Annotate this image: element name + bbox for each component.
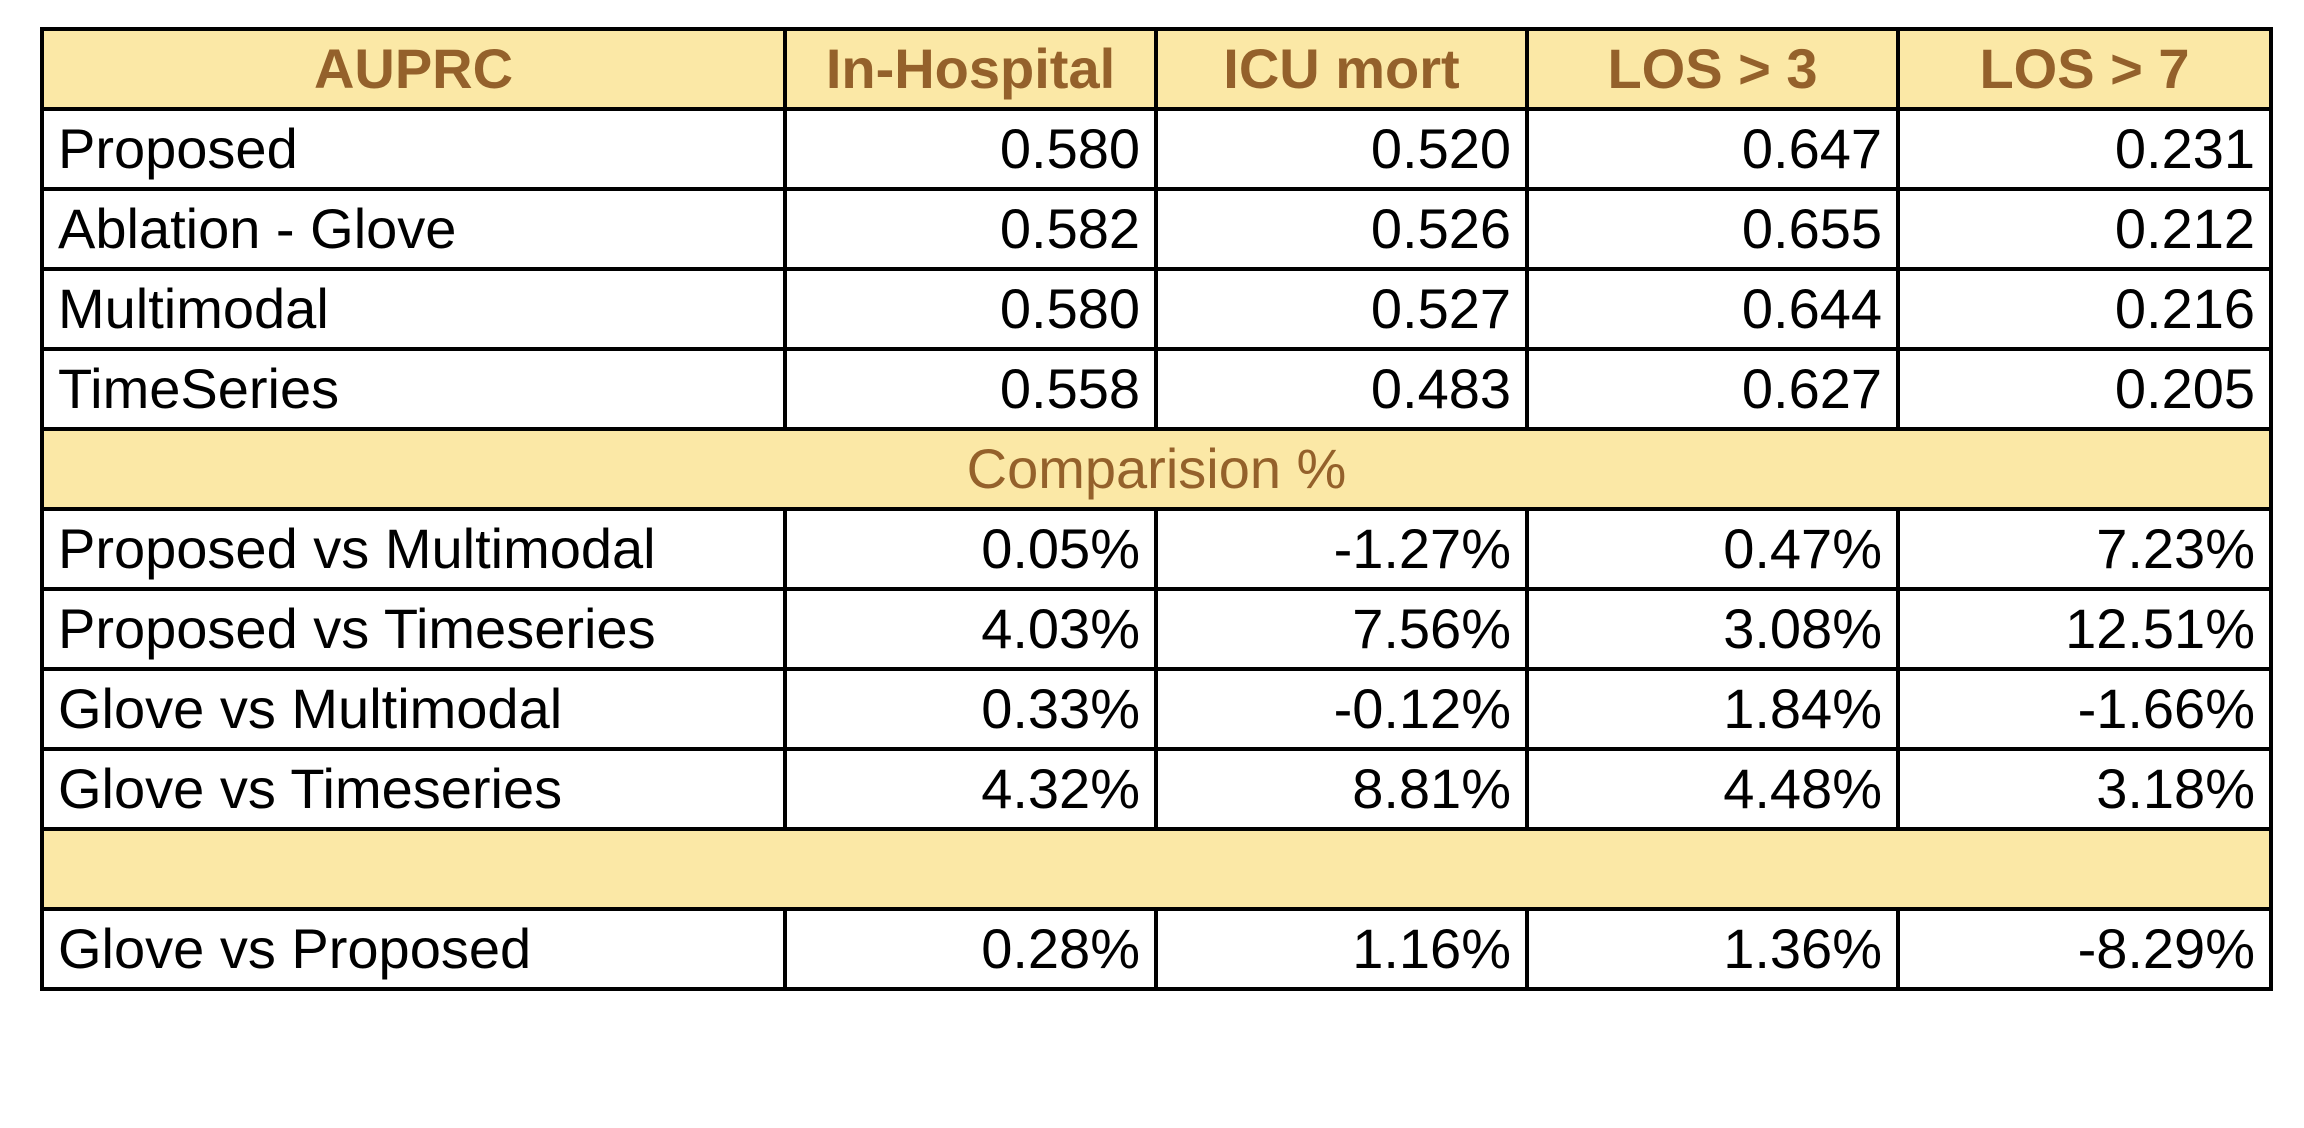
cell-los-gt-3: 3.08%: [1525, 587, 1900, 671]
comparison-band-row: Comparision %: [40, 427, 2273, 511]
cell-los-gt-7: 7.23%: [1896, 507, 2273, 591]
table-header: AUPRC In-Hospital ICU mort LOS > 3 LOS >…: [40, 27, 2273, 111]
table-body: Proposed 0.580 0.520 0.647 0.231 Ablatio…: [40, 107, 2273, 991]
cell-los-gt-7: 0.212: [1896, 187, 2273, 271]
header-in-hospital: In-Hospital: [783, 27, 1158, 111]
cell-in-hospital: 0.33%: [783, 667, 1158, 751]
table-row-glove-vs-multimodal: Glove vs Multimodal 0.33% -0.12% 1.84% -…: [40, 667, 2273, 751]
row-label: TimeSeries: [40, 347, 787, 431]
cell-los-gt-3: 0.627: [1525, 347, 1900, 431]
header-icu-mort: ICU mort: [1154, 27, 1529, 111]
row-label: Proposed: [40, 107, 787, 191]
row-label: Proposed vs Timeseries: [40, 587, 787, 671]
cell-los-gt-3: 0.644: [1525, 267, 1900, 351]
cell-icu-mort: 1.16%: [1154, 907, 1529, 991]
cell-icu-mort: -1.27%: [1154, 507, 1529, 591]
cell-los-gt-7: 3.18%: [1896, 747, 2273, 831]
cell-in-hospital: 4.03%: [783, 587, 1158, 671]
row-label: Glove vs Multimodal: [40, 667, 787, 751]
cell-los-gt-3: 1.84%: [1525, 667, 1900, 751]
table-row-timeseries: TimeSeries 0.558 0.483 0.627 0.205: [40, 347, 2273, 431]
cell-in-hospital: 0.580: [783, 107, 1158, 191]
cell-los-gt-3: 0.655: [1525, 187, 1900, 271]
table-row-glove-vs-proposed: Glove vs Proposed 0.28% 1.16% 1.36% -8.2…: [40, 907, 2273, 991]
cell-los-gt-7: 0.231: [1896, 107, 2273, 191]
cell-los-gt-7: 0.205: [1896, 347, 2273, 431]
cell-los-gt-7: 0.216: [1896, 267, 2273, 351]
cell-los-gt-7: -8.29%: [1896, 907, 2273, 991]
cell-icu-mort: 8.81%: [1154, 747, 1529, 831]
cell-in-hospital: 0.28%: [783, 907, 1158, 991]
separator-band: [40, 827, 2273, 911]
table-row-proposed: Proposed 0.580 0.520 0.647 0.231: [40, 107, 2273, 191]
cell-in-hospital: 4.32%: [783, 747, 1158, 831]
comparison-title: Comparision %: [40, 427, 2273, 511]
cell-los-gt-3: 4.48%: [1525, 747, 1900, 831]
cell-icu-mort: -0.12%: [1154, 667, 1529, 751]
cell-icu-mort: 7.56%: [1154, 587, 1529, 671]
cell-los-gt-3: 0.647: [1525, 107, 1900, 191]
row-label: Proposed vs Multimodal: [40, 507, 787, 591]
cell-los-gt-7: -1.66%: [1896, 667, 2273, 751]
header-los-gt-3: LOS > 3: [1525, 27, 1900, 111]
table-row-proposed-vs-timeseries: Proposed vs Timeseries 4.03% 7.56% 3.08%…: [40, 587, 2273, 671]
table-row-glove-vs-timeseries: Glove vs Timeseries 4.32% 8.81% 4.48% 3.…: [40, 747, 2273, 831]
row-label: Glove vs Proposed: [40, 907, 787, 991]
cell-los-gt-3: 0.47%: [1525, 507, 1900, 591]
cell-icu-mort: 0.483: [1154, 347, 1529, 431]
row-label: Glove vs Timeseries: [40, 747, 787, 831]
row-label: Ablation - Glove: [40, 187, 787, 271]
auprc-table: AUPRC In-Hospital ICU mort LOS > 3 LOS >…: [40, 27, 2273, 991]
cell-in-hospital: 0.580: [783, 267, 1158, 351]
cell-in-hospital: 0.558: [783, 347, 1158, 431]
cell-icu-mort: 0.520: [1154, 107, 1529, 191]
cell-icu-mort: 0.527: [1154, 267, 1529, 351]
table-row-ablation-glove: Ablation - Glove 0.582 0.526 0.655 0.212: [40, 187, 2273, 271]
cell-in-hospital: 0.05%: [783, 507, 1158, 591]
header-auprc: AUPRC: [40, 27, 787, 111]
cell-los-gt-3: 1.36%: [1525, 907, 1900, 991]
row-label: Multimodal: [40, 267, 787, 351]
cell-in-hospital: 0.582: [783, 187, 1158, 271]
separator-band-row: [40, 827, 2273, 911]
header-row: AUPRC In-Hospital ICU mort LOS > 3 LOS >…: [40, 27, 2273, 111]
table-row-multimodal: Multimodal 0.580 0.527 0.644 0.216: [40, 267, 2273, 351]
cell-icu-mort: 0.526: [1154, 187, 1529, 271]
cell-los-gt-7: 12.51%: [1896, 587, 2273, 671]
header-los-gt-7: LOS > 7: [1896, 27, 2273, 111]
table-row-proposed-vs-multimodal: Proposed vs Multimodal 0.05% -1.27% 0.47…: [40, 507, 2273, 591]
